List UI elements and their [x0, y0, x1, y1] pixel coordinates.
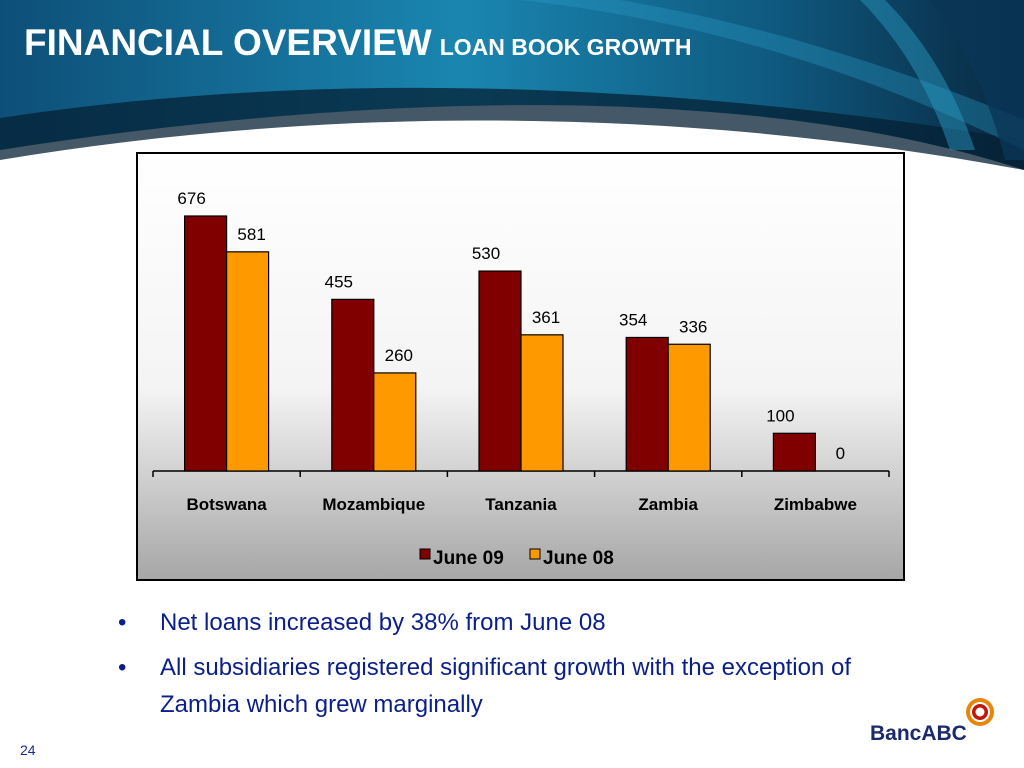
category-tick-label: Zambia [638, 495, 698, 514]
data-label: 455 [325, 272, 353, 291]
bullet-text: All subsidiaries registered significant … [160, 654, 852, 718]
legend-swatch [419, 548, 431, 560]
data-label: 260 [385, 346, 413, 365]
page-subtitle: LOAN BOOK GROWTH [439, 34, 692, 60]
logo-ring-icon [966, 698, 994, 726]
data-label: 530 [472, 244, 500, 263]
data-label: 336 [679, 317, 707, 336]
bar-june-09 [331, 298, 375, 472]
bullet-item: • Net loans increased by 38% from June 0… [118, 604, 878, 641]
data-label: 581 [237, 225, 265, 244]
bar-june-08 [373, 372, 417, 472]
bullet-dot: • [118, 609, 127, 636]
legend-label: June 09 [433, 548, 504, 569]
bar-june-09 [772, 432, 817, 472]
bar-june-08 [667, 343, 711, 472]
logo-text: BancABC [870, 722, 967, 745]
data-label: 361 [532, 308, 560, 327]
data-label: 676 [177, 189, 205, 208]
bar-june-08 [520, 334, 564, 472]
bar-june-09 [478, 270, 522, 472]
category-tick-label: Tanzania [485, 495, 557, 514]
bullet-item: • All subsidiaries registered significan… [118, 649, 878, 723]
bullet-dot: • [118, 654, 127, 681]
category-tick-label: Mozambique [322, 495, 425, 514]
plot-area: 676 581 Botswana 455 260 Mozambique 530 361 Tanz… [152, 189, 890, 569]
category-tick-label: Botswana [186, 495, 267, 514]
header-banner: FINANCIAL OVERVIEW LOAN BOOK GROWTH [0, 0, 1024, 170]
title-row: FINANCIAL OVERVIEW LOAN BOOK GROWTH [24, 22, 691, 64]
data-label: 354 [619, 310, 647, 329]
page-number: 24 [20, 742, 36, 758]
header-background [0, 0, 1024, 170]
legend-label: June 08 [543, 548, 614, 569]
category-tick-label: Zimbabwe [774, 495, 857, 514]
legend-swatch [529, 548, 541, 560]
loan-book-chart: 676 581 Botswana 455 260 Mozambique 530 361 Tanz… [136, 152, 905, 581]
page-title: FINANCIAL OVERVIEW [24, 22, 432, 63]
bar-june-09 [184, 215, 228, 472]
bullet-text: Net loans increased by 38% from June 08 [160, 609, 606, 636]
bar-june-09 [625, 336, 669, 472]
bullet-list: • Net loans increased by 38% from June 0… [118, 604, 878, 731]
data-label: 0 [836, 444, 845, 463]
data-label: 100 [766, 406, 794, 425]
bancabc-logo: BancABC [868, 696, 998, 752]
bar-june-08 [226, 251, 270, 472]
